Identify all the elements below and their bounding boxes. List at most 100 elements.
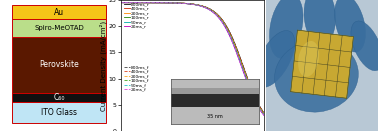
Text: Spiro-MeOTAD: Spiro-MeOTAD — [34, 25, 84, 31]
50ms_r — [226, 33, 231, 34]
Line: 400ms_f: 400ms_f — [121, 3, 270, 120]
20ms_f — [267, 120, 272, 122]
800ms_r — [226, 28, 231, 30]
Polygon shape — [291, 30, 353, 98]
100ms_f — [212, 12, 217, 13]
400ms_r — [136, 2, 141, 3]
400ms_r — [167, 2, 171, 4]
100ms_f — [226, 30, 231, 32]
Y-axis label: Current Density (mA/cm²): Current Density (mA/cm²) — [100, 20, 107, 111]
Text: ITO Glass: ITO Glass — [41, 108, 77, 117]
Text: Perovskite: Perovskite — [39, 60, 79, 69]
50ms_r — [212, 12, 217, 14]
400ms_r — [226, 31, 231, 32]
20ms_r — [212, 13, 217, 14]
Line: 100ms_f: 100ms_f — [121, 3, 270, 120]
Ellipse shape — [270, 0, 303, 58]
Bar — [12, 37, 106, 93]
800ms_r — [167, 2, 171, 4]
50ms_r — [226, 31, 231, 33]
Ellipse shape — [304, 0, 336, 45]
200ms_f — [118, 2, 123, 3]
20ms_r — [226, 32, 231, 34]
200ms_r — [226, 31, 231, 33]
800ms_f — [118, 2, 123, 3]
50ms_r — [167, 2, 171, 4]
50ms_r — [118, 2, 123, 3]
800ms_r — [136, 2, 141, 3]
100ms_f — [136, 2, 141, 3]
200ms_r — [212, 12, 217, 13]
800ms_r — [212, 11, 217, 13]
200ms_f — [177, 2, 182, 4]
400ms_f — [167, 2, 171, 4]
100ms_r — [167, 2, 171, 4]
Line: 20ms_r: 20ms_r — [121, 3, 270, 121]
200ms_r — [177, 2, 182, 4]
100ms_r — [177, 2, 182, 4]
800ms_r — [226, 30, 231, 31]
20ms_f — [177, 2, 182, 4]
100ms_r — [212, 12, 217, 13]
50ms_f — [177, 2, 182, 4]
Ellipse shape — [255, 31, 295, 87]
Text: C₆₀: C₆₀ — [53, 93, 65, 102]
20ms_r — [267, 120, 272, 122]
Ellipse shape — [335, 0, 366, 52]
Line: 50ms_f: 50ms_f — [121, 3, 270, 121]
800ms_f — [136, 2, 141, 3]
50ms_f — [212, 12, 217, 14]
Bar — [12, 5, 106, 19]
20ms_r — [118, 2, 123, 3]
200ms_f — [136, 2, 141, 3]
400ms_r — [177, 2, 182, 4]
800ms_r — [267, 119, 272, 120]
Text: Au: Au — [54, 8, 64, 17]
Line: 200ms_f: 200ms_f — [121, 3, 270, 120]
50ms_f — [136, 2, 141, 3]
Legend: 800ms_f, 400ms_f, 200ms_f, 100ms_f, 50ms_f, 20ms_f: 800ms_f, 400ms_f, 200ms_f, 100ms_f, 50ms… — [124, 65, 149, 92]
400ms_f — [136, 2, 141, 3]
200ms_r — [226, 30, 231, 31]
20ms_r — [167, 2, 171, 4]
200ms_f — [212, 12, 217, 13]
50ms_f — [167, 2, 171, 4]
800ms_f — [226, 30, 231, 31]
400ms_f — [118, 2, 123, 3]
50ms_f — [118, 2, 123, 3]
50ms_f — [226, 32, 231, 34]
20ms_r — [226, 34, 231, 35]
200ms_f — [226, 31, 231, 33]
20ms_r — [177, 2, 182, 4]
200ms_r — [167, 2, 171, 4]
800ms_f — [267, 119, 272, 120]
20ms_f — [167, 2, 171, 4]
100ms_r — [226, 32, 231, 34]
Bar — [12, 102, 106, 123]
100ms_f — [226, 32, 231, 33]
20ms_r — [136, 2, 141, 3]
Bar — [12, 19, 106, 37]
Line: 200ms_r: 200ms_r — [121, 3, 270, 120]
100ms_r — [118, 2, 123, 3]
200ms_r — [267, 119, 272, 121]
800ms_f — [212, 11, 217, 12]
100ms_r — [136, 2, 141, 3]
100ms_f — [118, 2, 123, 3]
400ms_f — [212, 11, 217, 13]
100ms_r — [267, 120, 272, 121]
20ms_f — [136, 2, 141, 3]
200ms_f — [226, 30, 231, 31]
400ms_f — [267, 119, 272, 120]
800ms_f — [167, 2, 171, 4]
200ms_f — [167, 2, 171, 4]
50ms_r — [267, 120, 272, 121]
20ms_f — [226, 33, 231, 35]
400ms_r — [226, 29, 231, 31]
200ms_r — [136, 2, 141, 3]
Line: 800ms_r: 800ms_r — [121, 3, 270, 119]
Line: 800ms_f: 800ms_f — [121, 3, 270, 119]
800ms_r — [118, 2, 123, 3]
Line: 50ms_r: 50ms_r — [121, 3, 270, 121]
Line: 400ms_r: 400ms_r — [121, 3, 270, 120]
